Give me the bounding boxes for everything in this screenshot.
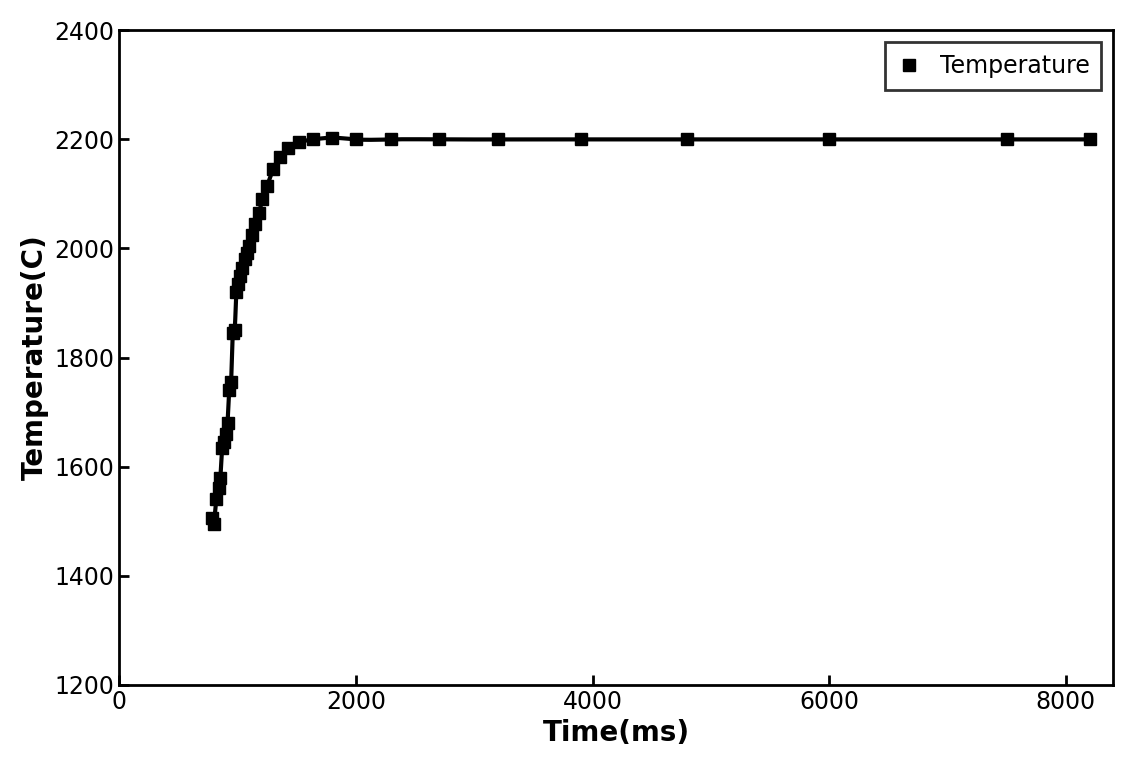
Temperature <box>248 220 262 229</box>
Temperature <box>225 378 238 387</box>
X-axis label: Time(ms): Time(ms) <box>543 719 689 747</box>
Temperature <box>349 135 363 144</box>
Temperature <box>219 429 232 439</box>
Temperature <box>205 514 219 523</box>
Temperature <box>236 263 249 272</box>
Temperature <box>243 241 256 250</box>
Temperature <box>293 137 306 147</box>
Temperature <box>212 484 226 493</box>
Temperature <box>1000 135 1014 144</box>
Temperature <box>231 280 245 289</box>
Temperature <box>210 495 223 504</box>
Temperature <box>221 419 235 428</box>
Temperature <box>680 135 694 144</box>
Temperature <box>491 135 505 144</box>
Temperature <box>213 473 227 482</box>
Temperature <box>234 271 247 280</box>
Temperature <box>384 135 398 144</box>
Temperature <box>574 135 587 144</box>
Temperature <box>238 255 252 264</box>
Temperature <box>228 326 242 335</box>
Temperature <box>822 135 836 144</box>
Temperature <box>226 329 239 338</box>
Temperature <box>229 287 243 296</box>
Temperature <box>240 248 254 257</box>
Temperature <box>208 519 221 528</box>
Temperature <box>246 230 260 240</box>
Temperature <box>215 443 229 452</box>
Temperature <box>255 195 269 204</box>
Temperature <box>1083 135 1097 144</box>
Temperature <box>266 165 280 174</box>
Temperature <box>261 181 274 190</box>
Y-axis label: Temperature(C): Temperature(C) <box>20 235 49 481</box>
Legend: Temperature: Temperature <box>886 42 1101 90</box>
Line: Temperature: Temperature <box>206 132 1095 529</box>
Temperature <box>325 133 339 142</box>
Temperature <box>218 438 231 447</box>
Temperature <box>281 143 295 152</box>
Temperature <box>252 208 265 217</box>
Temperature <box>432 135 446 144</box>
Temperature <box>222 386 236 395</box>
Temperature <box>273 152 287 161</box>
Temperature <box>306 135 320 144</box>
